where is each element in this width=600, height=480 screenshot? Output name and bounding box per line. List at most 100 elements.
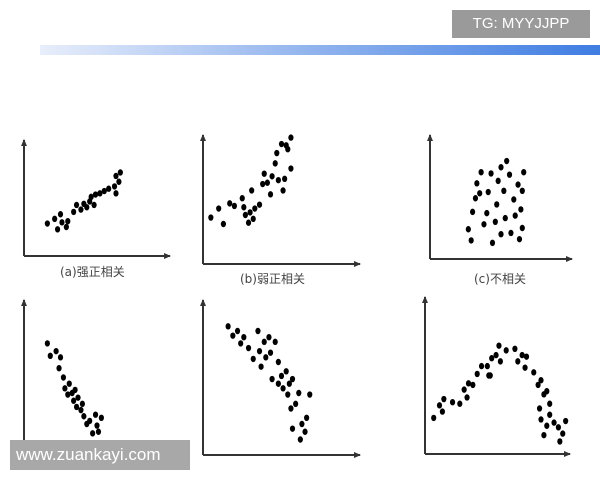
scatter-point [484,362,490,370]
scatter-point [245,219,252,226]
scatter-point [282,175,288,183]
scatter-point [304,414,310,421]
scatter-point [57,211,64,218]
scatter-point [269,375,275,383]
scatter-point [94,422,100,429]
scatter-point [449,398,456,406]
scatter-point [249,187,255,194]
scatter-point [477,190,483,197]
scatter-point [71,208,77,216]
scatter-point [522,364,528,371]
scatter-point [495,177,501,185]
scatter-point [106,185,112,192]
scatter-point [288,165,294,172]
scatter-point [59,219,65,226]
scatter-point [465,226,471,233]
scatter-point [278,372,285,380]
scatter-point [117,169,123,176]
scatter-point [220,220,227,228]
scatter-point [478,362,485,370]
scatter-point [560,430,566,437]
scatter-point [472,195,479,202]
scatter-point [73,403,80,411]
scatter-point [474,180,480,187]
scatter-point [88,193,94,201]
scatter-point [283,368,289,375]
scatter-point [439,408,445,415]
scatter-point [261,170,267,177]
scatter-point [501,187,507,194]
scatter-point [241,204,247,211]
scatter-point [65,218,71,225]
scatter-point [234,327,241,335]
scatter-point [225,323,231,330]
scatter-point [493,351,499,359]
scatter-point [508,229,514,237]
scatter-point [60,374,67,381]
scatter-point [54,226,61,233]
scatter-point [285,145,291,153]
scatter-point [544,422,550,429]
scatter-point [56,365,62,372]
scatter-point [280,385,286,392]
scatter-point [502,214,508,222]
scatter-point [91,201,97,209]
scatter-point [92,411,99,418]
scatter-point [512,212,518,219]
scatter-point [488,170,494,177]
scatter-point [241,334,247,341]
scatter-point [261,338,267,346]
scatter-point [461,386,467,393]
scatter-point [496,342,502,349]
scatter-point [84,204,90,211]
scatter-point [307,391,313,398]
scatter-point [52,215,58,223]
scatter-point [484,209,490,217]
scatter-point [274,149,280,157]
scatter-point [468,237,474,244]
scatter-point [66,380,72,387]
scatter-point [95,428,102,435]
scatter-point [457,400,463,407]
scatter-point [79,400,85,408]
scatter-point [555,424,562,431]
scatter-point [280,187,286,194]
scatter-point [258,363,264,370]
scatter-point [245,344,252,352]
scatter-point [53,347,59,355]
scatter-point [71,397,77,404]
scatter-point [242,211,248,219]
scatter-point [264,179,270,186]
scatter-point [263,354,269,361]
scatter-point [272,160,278,167]
scatter-point [541,431,547,439]
scatter-point [523,353,530,360]
scatter-point [275,176,281,184]
scatter-point [474,370,480,378]
scatter-point [497,358,503,365]
scatter-point [90,430,96,437]
scatter-point [269,173,275,180]
scatter-point [47,352,53,359]
scatter-point [288,405,294,412]
scatter-point [78,406,84,414]
scatter-point [111,183,118,190]
scatter-point [485,188,491,196]
scatter-point [87,417,93,425]
scatter-point [255,327,261,335]
plot-label: (a)强正相关 [60,265,125,279]
scatter-point [256,347,263,355]
scatter-point [535,381,541,389]
plot-label: (c)不相关 [474,272,526,286]
scatter-point [518,206,524,213]
scatter-point [521,169,527,176]
scatter-point [498,164,504,171]
scatter-point [512,345,518,353]
scatter-point [519,187,525,194]
watermark-bottom-left: www.zuankayi.com [10,440,190,470]
scatter-point [278,140,285,148]
scatter-point [260,180,266,188]
scatter-point [492,218,498,225]
scatter-point [72,386,78,394]
